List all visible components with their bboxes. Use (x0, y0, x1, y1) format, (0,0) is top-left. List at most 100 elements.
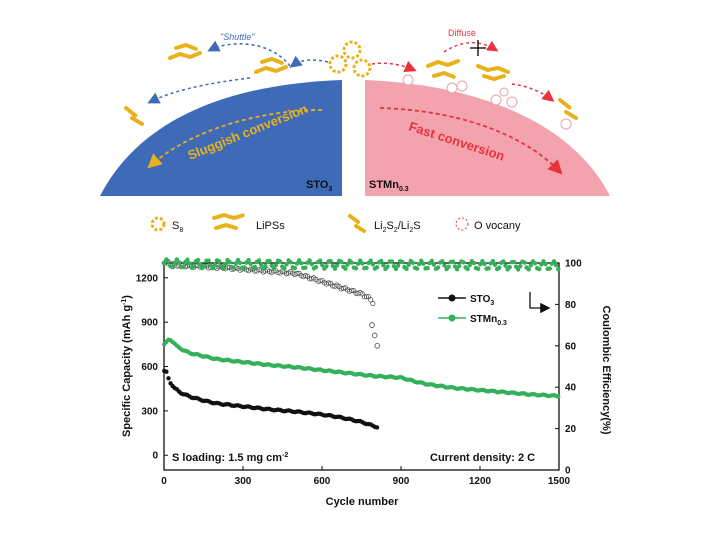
data-point (191, 264, 196, 269)
data-point (334, 263, 340, 268)
data-point (414, 266, 420, 271)
data-point (303, 265, 308, 270)
li2s-label: Li2S2/Li2S (374, 220, 421, 234)
schematic: "Shuttle" Sluggish conversion Diffuse Fa… (100, 28, 610, 196)
data-point (503, 263, 508, 268)
species-legend: S8 LiPSs Li2S2/Li2S O vocany (150, 212, 521, 234)
data-point (212, 262, 218, 268)
data-point (258, 262, 264, 267)
data-point (340, 285, 346, 291)
data-point (298, 260, 304, 266)
y-left-tick-label: 300 (141, 406, 158, 417)
data-point (187, 261, 192, 266)
data-point (233, 261, 239, 266)
shuttle-arrow (207, 40, 291, 67)
data-point (406, 262, 411, 268)
data-point (349, 287, 355, 293)
y-left-tick-label: 600 (141, 362, 158, 373)
x-tick-label: 0 (161, 476, 167, 487)
data-point (353, 266, 359, 271)
data-point (248, 261, 253, 267)
s8-label: S8 (172, 220, 183, 234)
data-point (332, 266, 338, 271)
shuttle-label: "Shuttle" (220, 32, 255, 42)
data-point (370, 262, 376, 267)
tick-layer: 0 300 600 900 1200 15000300600900120002040608… (136, 259, 582, 488)
series-layer (161, 257, 561, 430)
data-point (284, 262, 289, 267)
data-point (515, 267, 521, 272)
data-point (369, 322, 375, 328)
y-right-tick-label: 60 (565, 341, 577, 352)
data-point (166, 259, 171, 264)
data-point (256, 258, 262, 263)
data-point (374, 342, 381, 349)
ovacancy-bubbles (402, 74, 572, 130)
data-point (526, 267, 531, 272)
data-point (440, 258, 445, 264)
data-point (442, 263, 447, 268)
data-point (374, 425, 380, 430)
data-point (252, 264, 258, 269)
x-tick-label: 1500 (548, 476, 571, 487)
legend-sto3-marker (448, 294, 456, 302)
y-right-tick-label: 20 (565, 424, 577, 435)
data-point (543, 261, 548, 267)
data-point (267, 258, 272, 264)
data-point (379, 258, 384, 264)
data-point (551, 259, 557, 264)
diffuse-arrow-left (147, 77, 251, 104)
red-arrow-2 (511, 83, 555, 102)
data-point (172, 260, 177, 265)
data-point (539, 262, 544, 267)
data-point (471, 260, 477, 266)
data-point (170, 265, 175, 270)
data-point (416, 261, 422, 267)
data-point (465, 266, 470, 272)
data-point (294, 261, 300, 266)
lips-chains-right (426, 59, 510, 82)
y-right-tick-label: 40 (565, 383, 577, 394)
stmn-label: STMn0.3 (369, 179, 409, 193)
data-point (363, 294, 370, 300)
data-point (166, 376, 171, 381)
data-point (461, 260, 466, 265)
diffuse-label: Diffuse (448, 28, 476, 38)
series-3 (162, 257, 561, 272)
data-point (553, 262, 559, 268)
data-point (522, 260, 527, 265)
data-point (345, 262, 350, 267)
data-point (263, 263, 268, 269)
data-point (450, 259, 456, 264)
data-point (511, 259, 517, 265)
data-point (395, 263, 401, 268)
data-point (273, 263, 279, 268)
s8-cluster (328, 40, 372, 78)
ovacancy-label: O vocany (474, 220, 521, 232)
data-point (482, 261, 487, 267)
data-point (486, 266, 491, 271)
x-axis-label: Cycle number (326, 496, 399, 508)
data-point (492, 262, 498, 268)
data-point (537, 266, 542, 272)
data-point (404, 266, 409, 272)
data-point (518, 264, 523, 269)
data-point (400, 259, 405, 265)
data-point (185, 257, 190, 262)
data-point (288, 260, 293, 265)
data-point (210, 265, 215, 271)
data-point (421, 261, 426, 266)
data-point (206, 258, 211, 263)
y-axis-left-label: Specific Capacity (mAh g-1) (121, 295, 133, 437)
data-point (385, 264, 390, 269)
data-point (162, 261, 167, 266)
x-tick-label: 600 (314, 476, 331, 487)
y-left-tick-label: 900 (141, 318, 158, 329)
y-left-tick-label: 0 (152, 451, 158, 462)
right-axis-arrow (529, 292, 551, 314)
data-point (490, 258, 496, 264)
chart-legend: STO3 STMn0.3 (438, 294, 507, 327)
data-point (246, 257, 251, 263)
data-point (317, 278, 323, 284)
